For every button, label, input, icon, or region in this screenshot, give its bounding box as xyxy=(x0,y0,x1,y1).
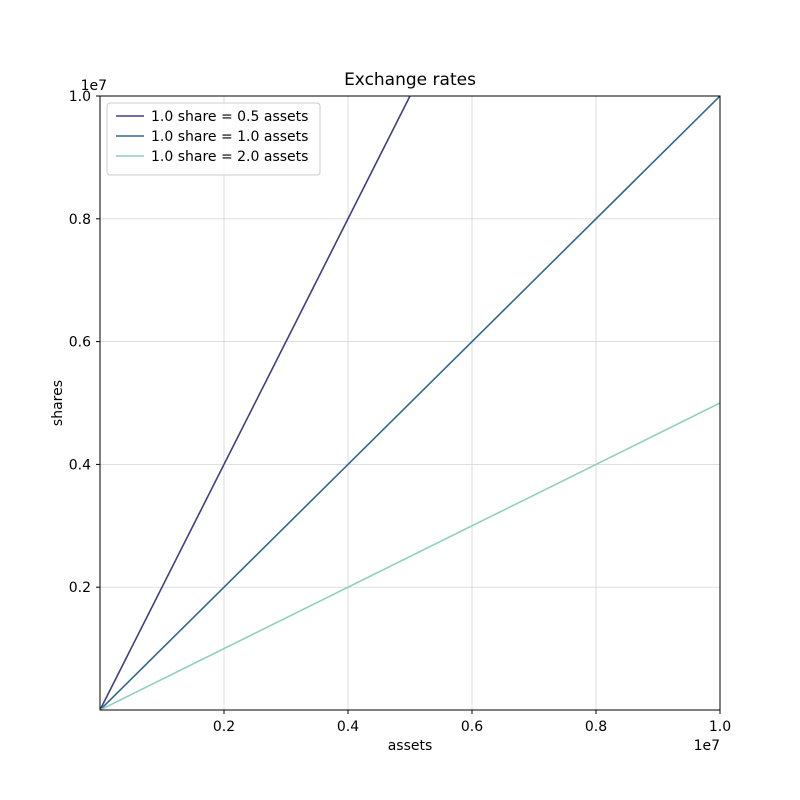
series-line xyxy=(100,96,411,710)
legend: 1.0 share = 0.5 assets 1.0 share = 1.0 as… xyxy=(106,102,321,176)
x-tick-label: 0.8 xyxy=(585,719,607,735)
y-tick-label: 1.0 xyxy=(69,89,91,105)
y-tick-label: 0.4 xyxy=(69,457,91,473)
y-tick-label: 0.8 xyxy=(69,212,91,228)
chart-title: Exchange rates xyxy=(344,70,476,90)
y-tick-label: 0.6 xyxy=(69,335,91,351)
x-tick-label: 0.6 xyxy=(461,719,483,735)
series-line xyxy=(100,402,720,710)
x-axis-offset-text: 1e7 xyxy=(694,738,720,754)
legend-label: 1.0 share = 2.0 assets xyxy=(151,149,308,165)
y-axis-label: shares xyxy=(50,380,66,426)
x-tick-label: 0.2 xyxy=(213,719,235,735)
y-axis-offset-text: 1e7 xyxy=(81,78,107,94)
legend-box xyxy=(106,102,321,176)
legend-label: 1.0 share = 1.0 assets xyxy=(151,129,308,145)
legend-label: 1.0 share = 0.5 assets xyxy=(151,109,308,125)
ticks: 0.2 0.4 0.6 0.8 1.0 0.2 0.4 0.6 0.8 1.0 xyxy=(69,89,731,735)
x-axis-label: assets xyxy=(388,738,433,754)
series-line xyxy=(100,96,720,710)
series-group xyxy=(100,96,720,710)
x-tick-label: 0.4 xyxy=(337,719,359,735)
y-tick-label: 0.2 xyxy=(69,580,91,596)
axes-box xyxy=(99,95,721,711)
x-tick-label: 1.0 xyxy=(709,719,731,735)
